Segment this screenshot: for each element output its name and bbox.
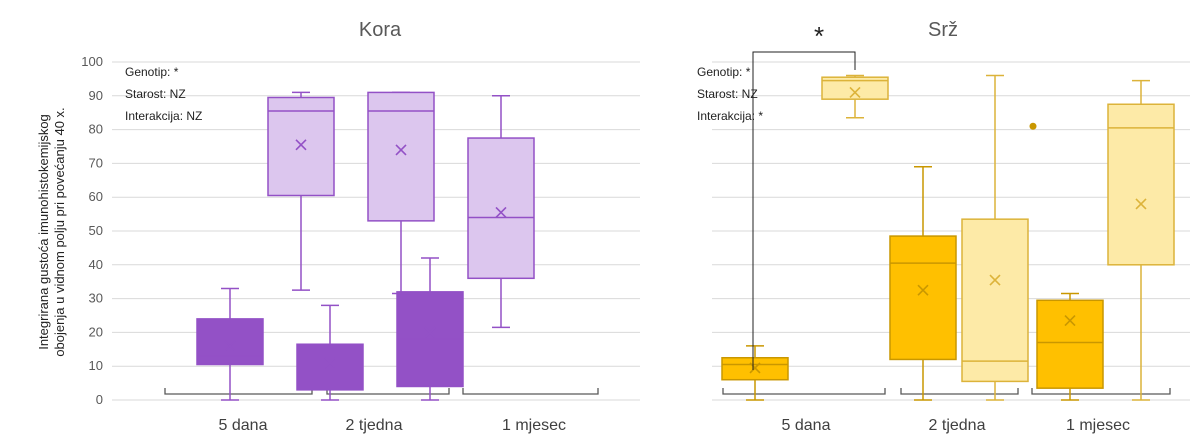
box-2-tjedna-series-1 [889, 166, 957, 401]
box-iqr [267, 96, 335, 197]
annotation-text: Starost: NZ [125, 87, 186, 101]
box-iqr [821, 76, 889, 100]
category-bracket [164, 388, 313, 395]
category-label: 2 tjedna [929, 417, 986, 434]
mean-marker [917, 284, 929, 296]
box-2-tjedna-series-2 [961, 74, 1029, 401]
mean-marker [295, 139, 307, 151]
significance-bracket: * [752, 21, 856, 370]
mean-marker [1064, 315, 1076, 327]
mean-marker [395, 144, 407, 156]
annotation-text: Genotip: * [697, 65, 751, 79]
y-axis-label: Integrirana gustoća imunohistokemijskog … [36, 107, 67, 356]
mean-marker [849, 86, 861, 98]
mean-marker [1135, 198, 1147, 210]
y-tick-label: 30 [89, 291, 103, 306]
y-tick-label: 60 [89, 189, 103, 204]
category-label: 1 mjesec [502, 417, 566, 434]
mean-marker [424, 326, 436, 338]
outlier-point [1029, 122, 1037, 130]
box-iqr [196, 318, 264, 366]
panel-2: Srž Genotip: * Starost: NZ Interakcija: * 5 … [697, 19, 1190, 434]
box-1-mjesec-series-1 [1029, 122, 1104, 401]
y-tick-label: 70 [89, 155, 103, 170]
annotation-text: Interakcija: * [697, 109, 763, 123]
box-5-dana-series-2 [821, 74, 889, 119]
y-tick-label: 20 [89, 324, 103, 339]
box-iqr [296, 343, 364, 391]
box-1-mjesec-series-2 [467, 95, 535, 329]
category-bracket [900, 388, 1019, 395]
box-5-dana-series-2 [267, 91, 335, 291]
category-bracket [326, 388, 450, 395]
y-tick-label: 10 [89, 358, 103, 373]
significance-bracket-line [752, 51, 856, 370]
box-iqr [1036, 299, 1104, 389]
category-bracket [462, 388, 599, 395]
category-label: 5 dana [782, 417, 831, 434]
panel-1: 0 10 20 30 40 50 60 70 80 90 100 Kora Genotip: * Star… [81, 19, 640, 434]
box-iqr [889, 235, 957, 361]
panel-title: Kora [359, 19, 402, 41]
mean-marker [495, 206, 507, 218]
box-5-dana-series-1 [196, 287, 264, 401]
y-tick-label: 100 [81, 54, 103, 69]
category-bracket [1031, 388, 1171, 395]
significance-star: * [814, 21, 824, 51]
annotation-text: Genotip: * [125, 65, 179, 79]
y-tick-label: 40 [89, 257, 103, 272]
box-iqr [1107, 103, 1175, 266]
category-label: 2 tjedna [346, 417, 403, 434]
box-1-mjesec-series-1 [396, 257, 464, 401]
annotation-text: Interakcija: NZ [125, 109, 202, 123]
y-axis-label-line-1: Integrirana gustoća imunohistokemijskog [36, 114, 51, 350]
panel-title: Srž [928, 19, 958, 41]
y-tick-label: 50 [89, 223, 103, 238]
category-label: 5 dana [219, 417, 268, 434]
mean-marker [989, 274, 1001, 286]
y-tick-label: 90 [89, 88, 103, 103]
box-2-tjedna-series-2 [367, 91, 435, 295]
annotation-text: Starost: NZ [697, 87, 758, 101]
y-tick-label: 80 [89, 122, 103, 137]
mean-marker [224, 340, 236, 352]
box-iqr [467, 137, 535, 280]
box-1-mjesec-series-2 [1107, 79, 1175, 401]
mean-marker [324, 357, 336, 369]
box-2-tjedna-series-1 [296, 304, 364, 401]
category-label: 1 mjesec [1066, 417, 1130, 434]
y-axis-label-line-2: obojenja u vidnom polju pri povećanju 40… [52, 107, 67, 356]
box-iqr [961, 218, 1029, 383]
mean-marker [749, 362, 761, 374]
y-tick-label: 0 [96, 392, 103, 407]
category-bracket [722, 388, 886, 395]
box-5-dana-series-1 [721, 345, 789, 401]
box-iqr [367, 91, 435, 222]
